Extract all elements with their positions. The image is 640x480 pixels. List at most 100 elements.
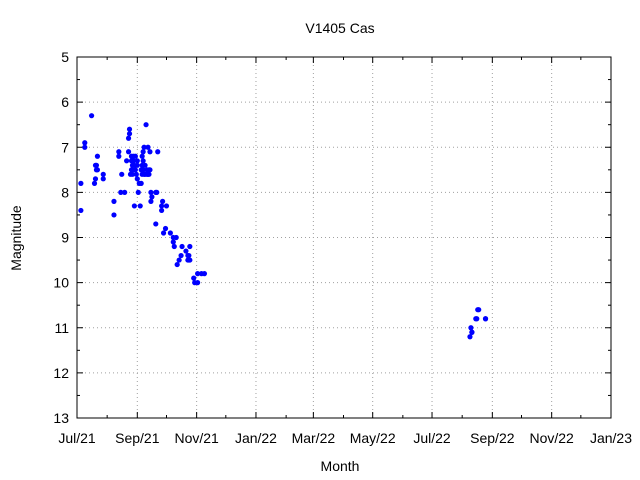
data-point xyxy=(179,243,185,250)
data-point xyxy=(149,194,155,200)
data-point xyxy=(174,261,180,268)
data-point xyxy=(116,149,122,155)
data-point xyxy=(195,280,201,286)
data-point xyxy=(155,149,161,155)
data-point xyxy=(163,203,170,209)
data-point xyxy=(116,153,122,159)
x-axis-label: Month xyxy=(321,458,360,474)
data-point xyxy=(140,158,146,164)
x-tick-label: Nov/22 xyxy=(529,430,574,446)
data-point xyxy=(137,203,143,209)
data-points xyxy=(78,113,489,340)
data-point xyxy=(82,140,88,146)
data-point xyxy=(173,234,179,241)
data-point xyxy=(100,176,106,182)
data-point xyxy=(170,239,176,245)
data-point xyxy=(82,144,88,150)
data-point xyxy=(126,126,133,132)
data-point xyxy=(92,176,99,182)
data-point xyxy=(159,207,165,214)
data-point xyxy=(134,176,140,182)
data-point xyxy=(162,225,169,232)
data-point xyxy=(186,252,192,259)
data-point xyxy=(78,207,84,214)
data-point xyxy=(93,162,100,168)
data-point xyxy=(135,189,141,195)
y-axis-ticks: 5 6 7 8 9 10 11 12 13 xyxy=(53,49,611,426)
data-point xyxy=(124,158,130,164)
x-tick-label: Mar/22 xyxy=(292,430,336,446)
data-point xyxy=(111,212,117,218)
data-point xyxy=(94,153,101,159)
data-point xyxy=(131,203,137,209)
data-point xyxy=(147,149,153,155)
data-point xyxy=(139,153,145,159)
x-tick-label: May/22 xyxy=(350,430,396,446)
data-point xyxy=(78,180,84,186)
data-point xyxy=(119,171,125,177)
y-tick-label: 12 xyxy=(53,365,69,381)
data-point xyxy=(468,325,474,331)
data-point xyxy=(467,334,473,340)
data-point xyxy=(125,135,132,141)
x-tick-label: Nov/21 xyxy=(174,430,219,446)
data-point xyxy=(140,149,146,155)
data-point xyxy=(134,158,140,164)
data-point xyxy=(129,171,136,177)
data-point xyxy=(145,144,151,150)
y-tick-label: 11 xyxy=(54,320,69,336)
data-point xyxy=(130,158,137,164)
data-point xyxy=(160,230,167,236)
data-point xyxy=(94,167,101,173)
data-point xyxy=(474,316,480,322)
data-point xyxy=(100,171,106,177)
chart-title: V1405 Cas xyxy=(305,20,374,36)
data-point xyxy=(167,230,173,236)
data-point xyxy=(153,221,159,227)
data-point xyxy=(148,189,154,195)
y-tick-label: 8 xyxy=(61,184,69,200)
data-point xyxy=(191,275,197,281)
data-point xyxy=(201,271,208,277)
grid xyxy=(77,57,611,418)
x-tick-label: Jul/21 xyxy=(58,430,96,446)
data-point xyxy=(195,271,201,277)
x-tick-label: Sep/21 xyxy=(115,430,160,446)
data-point xyxy=(183,248,189,254)
data-point xyxy=(143,122,149,128)
data-point xyxy=(476,307,482,313)
data-point xyxy=(141,144,147,150)
data-point xyxy=(187,257,193,263)
y-tick-label: 10 xyxy=(53,275,69,291)
x-tick-label: Jan/23 xyxy=(590,430,632,446)
y-tick-label: 13 xyxy=(53,410,69,426)
x-tick-label: Jul/22 xyxy=(413,430,451,446)
data-point xyxy=(126,131,133,137)
y-tick-label: 7 xyxy=(61,139,69,155)
x-tick-label: Sep/22 xyxy=(470,430,515,446)
data-point xyxy=(482,316,489,322)
data-point xyxy=(154,189,160,195)
data-point xyxy=(125,149,132,155)
y-tick-label: 6 xyxy=(61,94,69,110)
data-point xyxy=(147,167,153,173)
data-point xyxy=(187,243,193,250)
data-point xyxy=(159,203,165,209)
data-point xyxy=(148,198,154,204)
y-tick-label: 5 xyxy=(61,49,69,65)
data-point xyxy=(469,329,475,335)
data-point xyxy=(133,171,139,177)
data-point xyxy=(118,189,124,195)
data-point xyxy=(140,167,146,173)
data-point xyxy=(138,180,144,186)
data-point xyxy=(178,252,184,259)
data-point xyxy=(88,113,95,119)
data-point xyxy=(159,198,166,204)
data-point xyxy=(132,167,138,173)
data-point xyxy=(111,198,117,204)
x-tick-label: Jan/22 xyxy=(235,430,277,446)
x-axis-ticks: Jul/21 Sep/21 Nov/21 Jan/22 Mar/22 May/22 Jul/… xyxy=(58,57,632,446)
y-tick-label: 9 xyxy=(61,230,69,246)
data-point xyxy=(171,243,177,250)
